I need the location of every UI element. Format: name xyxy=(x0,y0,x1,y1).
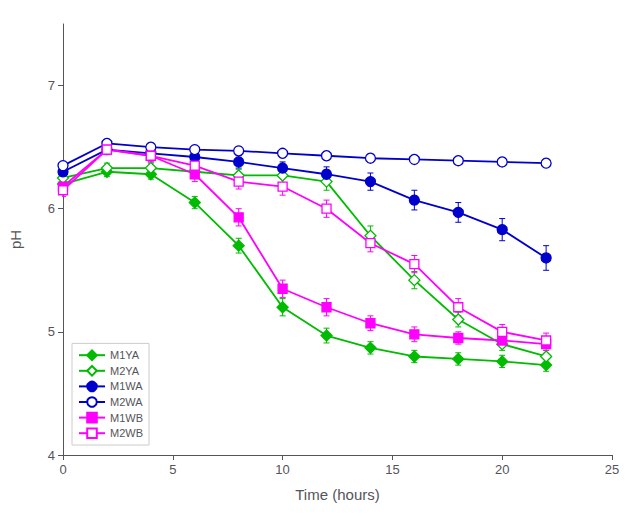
svg-text:M2YA: M2YA xyxy=(110,365,140,377)
svg-text:5: 5 xyxy=(48,324,55,339)
svg-text:M1WA: M1WA xyxy=(110,380,143,392)
svg-text:6: 6 xyxy=(48,201,55,216)
svg-text:25: 25 xyxy=(605,462,619,477)
svg-text:M2WB: M2WB xyxy=(110,427,143,439)
svg-text:15: 15 xyxy=(385,462,399,477)
svg-text:M2WA: M2WA xyxy=(110,396,143,408)
svg-text:7: 7 xyxy=(48,78,55,93)
svg-text:10: 10 xyxy=(275,462,289,477)
svg-text:Time (hours): Time (hours) xyxy=(295,486,379,503)
svg-text:M1YA: M1YA xyxy=(110,349,140,361)
svg-text:M1WB: M1WB xyxy=(110,412,143,424)
svg-text:4: 4 xyxy=(48,448,55,463)
svg-text:5: 5 xyxy=(169,462,176,477)
svg-text:pH: pH xyxy=(7,230,24,249)
svg-text:0: 0 xyxy=(59,462,66,477)
svg-text:20: 20 xyxy=(495,462,509,477)
